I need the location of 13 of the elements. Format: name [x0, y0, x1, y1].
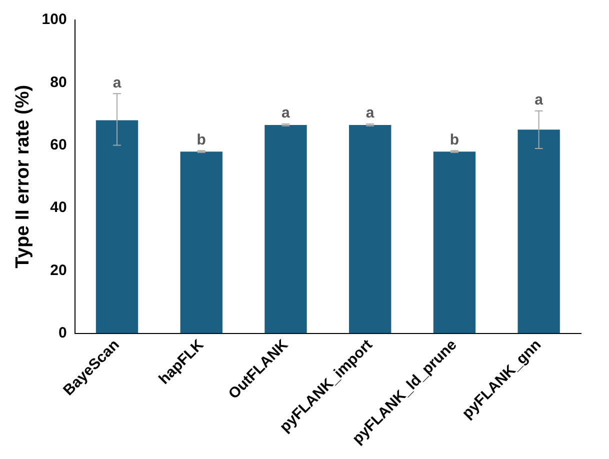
- annotation: a: [282, 104, 291, 122]
- annotation: b: [450, 131, 460, 148]
- y-tick-label: 40: [50, 199, 67, 216]
- y-tick-label: 20: [50, 262, 67, 279]
- y-tick-label: 0: [58, 324, 67, 342]
- y-tick-label: 60: [50, 136, 67, 154]
- annotation: b: [196, 131, 206, 148]
- y-axis-title: Type II error rate (%): [12, 84, 34, 268]
- y-tick-label: 100: [42, 11, 67, 28]
- annotation: a: [366, 104, 375, 122]
- y-tick-label: 80: [50, 74, 67, 91]
- annotation: a: [112, 74, 122, 92]
- annotation: a: [534, 91, 544, 108]
